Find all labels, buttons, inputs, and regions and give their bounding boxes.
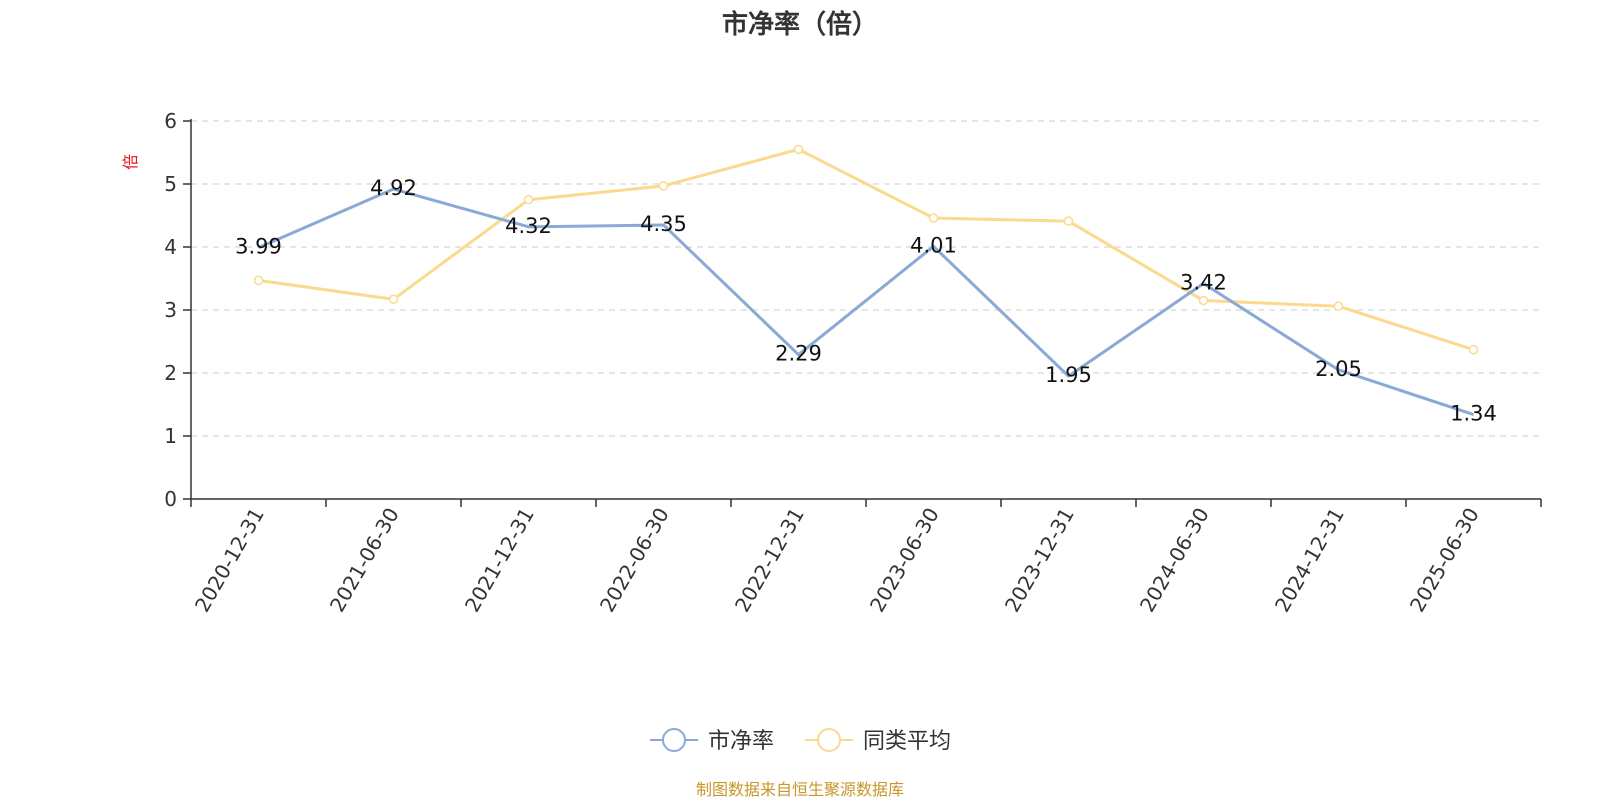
data-label: 4.01 xyxy=(910,233,957,257)
legend-swatch-circle xyxy=(817,728,841,752)
data-label: 3.42 xyxy=(1180,271,1227,295)
y-tick-label: 3 xyxy=(164,298,177,322)
data-label: 3.99 xyxy=(235,235,282,259)
data-label: 1.34 xyxy=(1450,402,1497,426)
gridlines xyxy=(191,120,1541,437)
data-label: 4.92 xyxy=(370,176,417,200)
chart-title: 市净率（倍） xyxy=(722,9,878,40)
series-2-point xyxy=(928,213,939,223)
x-tick-label: 2024-06-30 xyxy=(1135,504,1214,617)
y-tick-label: 5 xyxy=(164,172,177,196)
series-2-point xyxy=(253,275,264,286)
series-line-2 xyxy=(258,147,1474,352)
y-tick-label: 0 xyxy=(164,487,177,511)
x-tick-label: 2021-06-30 xyxy=(325,504,404,617)
legend[interactable]: 市净率 同类平均 xyxy=(650,728,951,754)
x-tick-label: 2022-12-31 xyxy=(730,504,809,617)
series-2-point xyxy=(658,181,669,191)
source-note: 制图数据来自恒生聚源数据库 xyxy=(696,780,904,799)
y-tick-label: 1 xyxy=(164,424,177,448)
x-tick-label: 2024-12-31 xyxy=(1270,504,1349,617)
series-2-point xyxy=(1468,344,1479,355)
legend-item-2[interactable]: 同类平均 xyxy=(805,728,951,754)
y-axis-unit: 倍 xyxy=(121,154,140,170)
data-label: 2.05 xyxy=(1315,357,1362,381)
series-2-point xyxy=(793,144,804,155)
x-tick-label: 2021-12-31 xyxy=(460,504,539,617)
data-label: 2.29 xyxy=(775,342,822,366)
x-tick-label: 2022-06-30 xyxy=(595,504,674,617)
series-line-1 xyxy=(257,187,1474,417)
x-tick-label: 2025-06-30 xyxy=(1405,504,1484,617)
y-tick-label: 6 xyxy=(164,109,177,133)
y-tick-label: 4 xyxy=(164,235,177,259)
data-labels: 3.99 4.92 4.32 4.35 2.29 4.01 1.95 3.42 2.05 1.34 xyxy=(235,176,1497,426)
x-tick-label: 2020-12-31 xyxy=(190,504,269,617)
legend-label: 市净率 xyxy=(708,729,774,754)
legend-swatch-circle xyxy=(662,728,686,752)
legend-label: 同类平均 xyxy=(863,729,951,754)
data-label: 4.32 xyxy=(505,214,552,238)
series-2-point xyxy=(1063,216,1074,226)
x-tick-label: 2023-12-31 xyxy=(1000,504,1079,617)
data-label: 4.35 xyxy=(640,212,687,236)
series-2-point xyxy=(523,195,534,205)
series-2-point xyxy=(1333,301,1344,311)
data-label: 1.95 xyxy=(1045,363,1092,387)
series-2-point xyxy=(388,294,399,305)
x-tick-label: 2023-06-30 xyxy=(865,504,944,617)
y-tick-label: 2 xyxy=(164,361,177,385)
series-2-point xyxy=(1198,295,1209,306)
series-lines xyxy=(253,144,1479,417)
legend-item-1[interactable]: 市净率 xyxy=(650,728,774,754)
